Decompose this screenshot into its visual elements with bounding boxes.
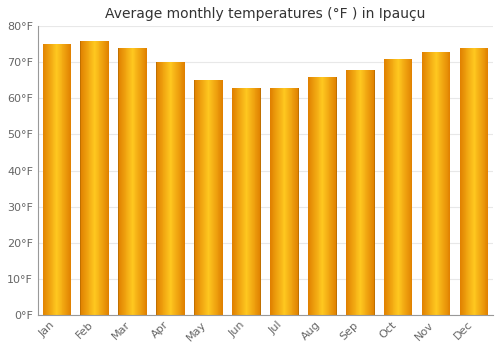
Title: Average monthly temperatures (°F ) in Ipauçu: Average monthly temperatures (°F ) in Ip…: [105, 7, 426, 21]
